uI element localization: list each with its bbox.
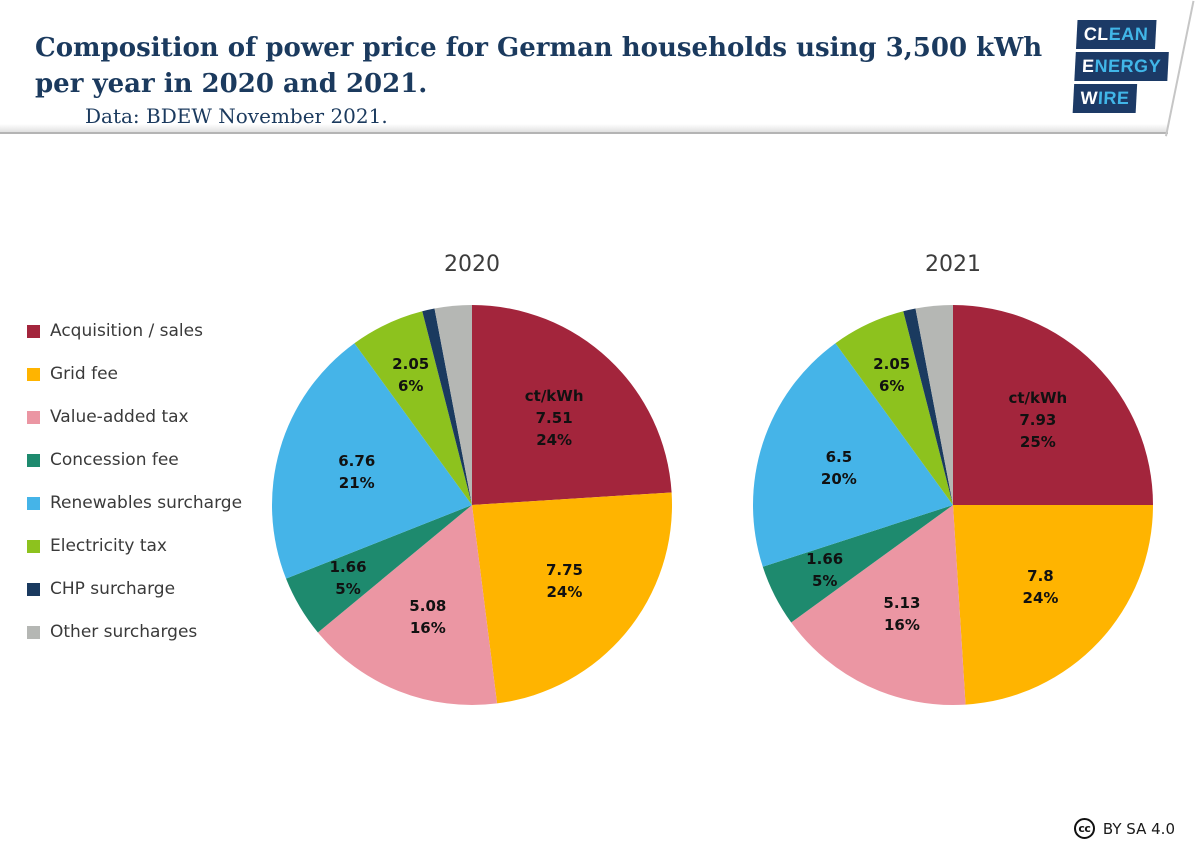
legend-item-other-surcharges: Other surcharges	[27, 619, 242, 645]
pie-slice-electricity-tax	[835, 311, 953, 505]
legend-label: Renewables surcharge	[50, 493, 243, 513]
pie-slice-value-added-tax	[791, 505, 966, 706]
pie-svg-2021	[753, 305, 1153, 706]
legend-item-chp-surcharge: CHP surcharge	[27, 576, 242, 602]
chart-title-2020: 2020	[444, 252, 500, 277]
slice-label-value-added-tax: 5.13 16%	[883, 593, 921, 634]
data-source-note: Data: BDEW November 2021.	[85, 104, 388, 128]
legend-swatch	[27, 324, 40, 338]
header-shadow	[0, 124, 1168, 132]
slice-label-concession-fee: 1.66 5%	[806, 550, 844, 591]
license-footer: cc BY SA 4.0	[1073, 818, 1175, 839]
clean-energy-wire-logo: CLEAN ENERGY WIRE	[1072, 20, 1170, 116]
slice-label-electricity-tax: 2.05 6%	[392, 354, 430, 395]
legend-label: Electricity tax	[50, 536, 167, 556]
legend-label: Grid fee	[50, 364, 118, 384]
pie-slice-electricity-tax	[354, 311, 472, 505]
pie-slice-renewables-surcharge	[271, 343, 472, 579]
legend-item-electricity-tax: Electricity tax	[27, 533, 242, 559]
pie-slice-other-surcharges	[915, 305, 953, 505]
creative-commons-icon: cc	[1073, 818, 1095, 839]
pie-slice-grid-fee	[472, 492, 673, 704]
logo-text-cyan: EAN	[1108, 24, 1149, 44]
slice-label-acquisition-sales: ct/kWh 7.51 24%	[524, 386, 584, 449]
legend-swatch	[27, 582, 40, 596]
slice-label-concession-fee: 1.66 5%	[329, 558, 367, 599]
logo-text-white: W	[1079, 88, 1099, 108]
legend-swatch	[27, 367, 40, 381]
slice-label-electricity-tax: 2.05 6%	[873, 354, 911, 395]
slice-label-acquisition-sales: ct/kWh 7.93 25%	[1008, 389, 1068, 452]
pie-slice-chp-surcharge	[903, 308, 953, 505]
pie-slice-concession-fee	[286, 505, 472, 633]
header-divider	[0, 132, 1168, 134]
pie-2020: ct/kWh 7.51 24% 7.75 24% 5.08 16% 1.66 5% 6.76 21%…	[267, 300, 677, 710]
page-title: Composition of power price for German ho…	[35, 33, 1043, 99]
legend-item-grid-fee: Grid fee	[27, 361, 242, 387]
pie-slice-chp-surcharge	[422, 308, 472, 505]
logo-text-cyan: IRE	[1097, 88, 1130, 108]
legend-label: Concession fee	[50, 450, 179, 470]
logo-text-white: CL	[1083, 24, 1110, 44]
pie-slice-concession-fee	[762, 505, 953, 623]
legend-label: Acquisition / sales	[50, 321, 203, 341]
legend-swatch	[27, 410, 40, 424]
pie-chart-2020: 2020 ct/kWh 7.51 24% 7.75 24% 5.08 16% 1.66 5% 6.…	[267, 252, 677, 710]
pie-slice-renewables-surcharge	[753, 343, 953, 567]
pie-chart-2021: 2021 ct/kWh 7.93 25% 7.8 24% 5.13 16% 1.66 5% 6.5…	[748, 252, 1158, 710]
slice-label-renewables-surcharge: 6.76 21%	[338, 451, 376, 492]
legend-swatch	[27, 496, 40, 510]
chart-title-2021: 2021	[925, 252, 981, 277]
legend-swatch	[27, 453, 40, 467]
pie-slice-acquisition-sales	[472, 305, 672, 505]
logo-row-wire: WIRE	[1072, 84, 1138, 113]
pie-slice-grid-fee	[953, 505, 1153, 705]
license-text: BY SA 4.0	[1102, 819, 1175, 838]
logo-text-cyan: NERGY	[1094, 56, 1162, 76]
header: Composition of power price for German ho…	[0, 0, 1200, 137]
pie-slice-other-surcharges	[434, 305, 472, 505]
logo-row-clean: CLEAN	[1075, 20, 1157, 49]
legend-swatch	[27, 539, 40, 553]
legend: Acquisition / sales Grid fee Value-added t…	[27, 318, 242, 662]
slice-label-renewables-surcharge: 6.5 20%	[820, 447, 857, 488]
legend-item-concession-fee: Concession fee	[27, 447, 242, 473]
legend-item-renewables-surcharge: Renewables surcharge	[27, 490, 242, 516]
legend-label: Other surcharges	[50, 622, 198, 642]
legend-label: Value-added tax	[50, 407, 189, 427]
legend-item-acquisition-sales: Acquisition / sales	[27, 318, 242, 344]
pie-slice-acquisition-sales	[953, 305, 1153, 505]
legend-item-value-added-tax: Value-added tax	[27, 404, 242, 430]
pie-svg-2020	[271, 305, 673, 705]
legend-label: CHP surcharge	[50, 579, 176, 599]
pie-2021: ct/kWh 7.93 25% 7.8 24% 5.13 16% 1.66 5% 6.5 20% 2.…	[748, 300, 1158, 710]
slice-label-value-added-tax: 5.08 16%	[409, 596, 447, 637]
legend-swatch	[27, 625, 40, 639]
logo-text-white: E	[1081, 56, 1096, 76]
pie-slice-value-added-tax	[317, 505, 498, 705]
slice-label-grid-fee: 7.75 24%	[545, 561, 583, 602]
slice-label-grid-fee: 7.8 24%	[1022, 567, 1059, 608]
logo-row-energy: ENERGY	[1074, 52, 1169, 81]
